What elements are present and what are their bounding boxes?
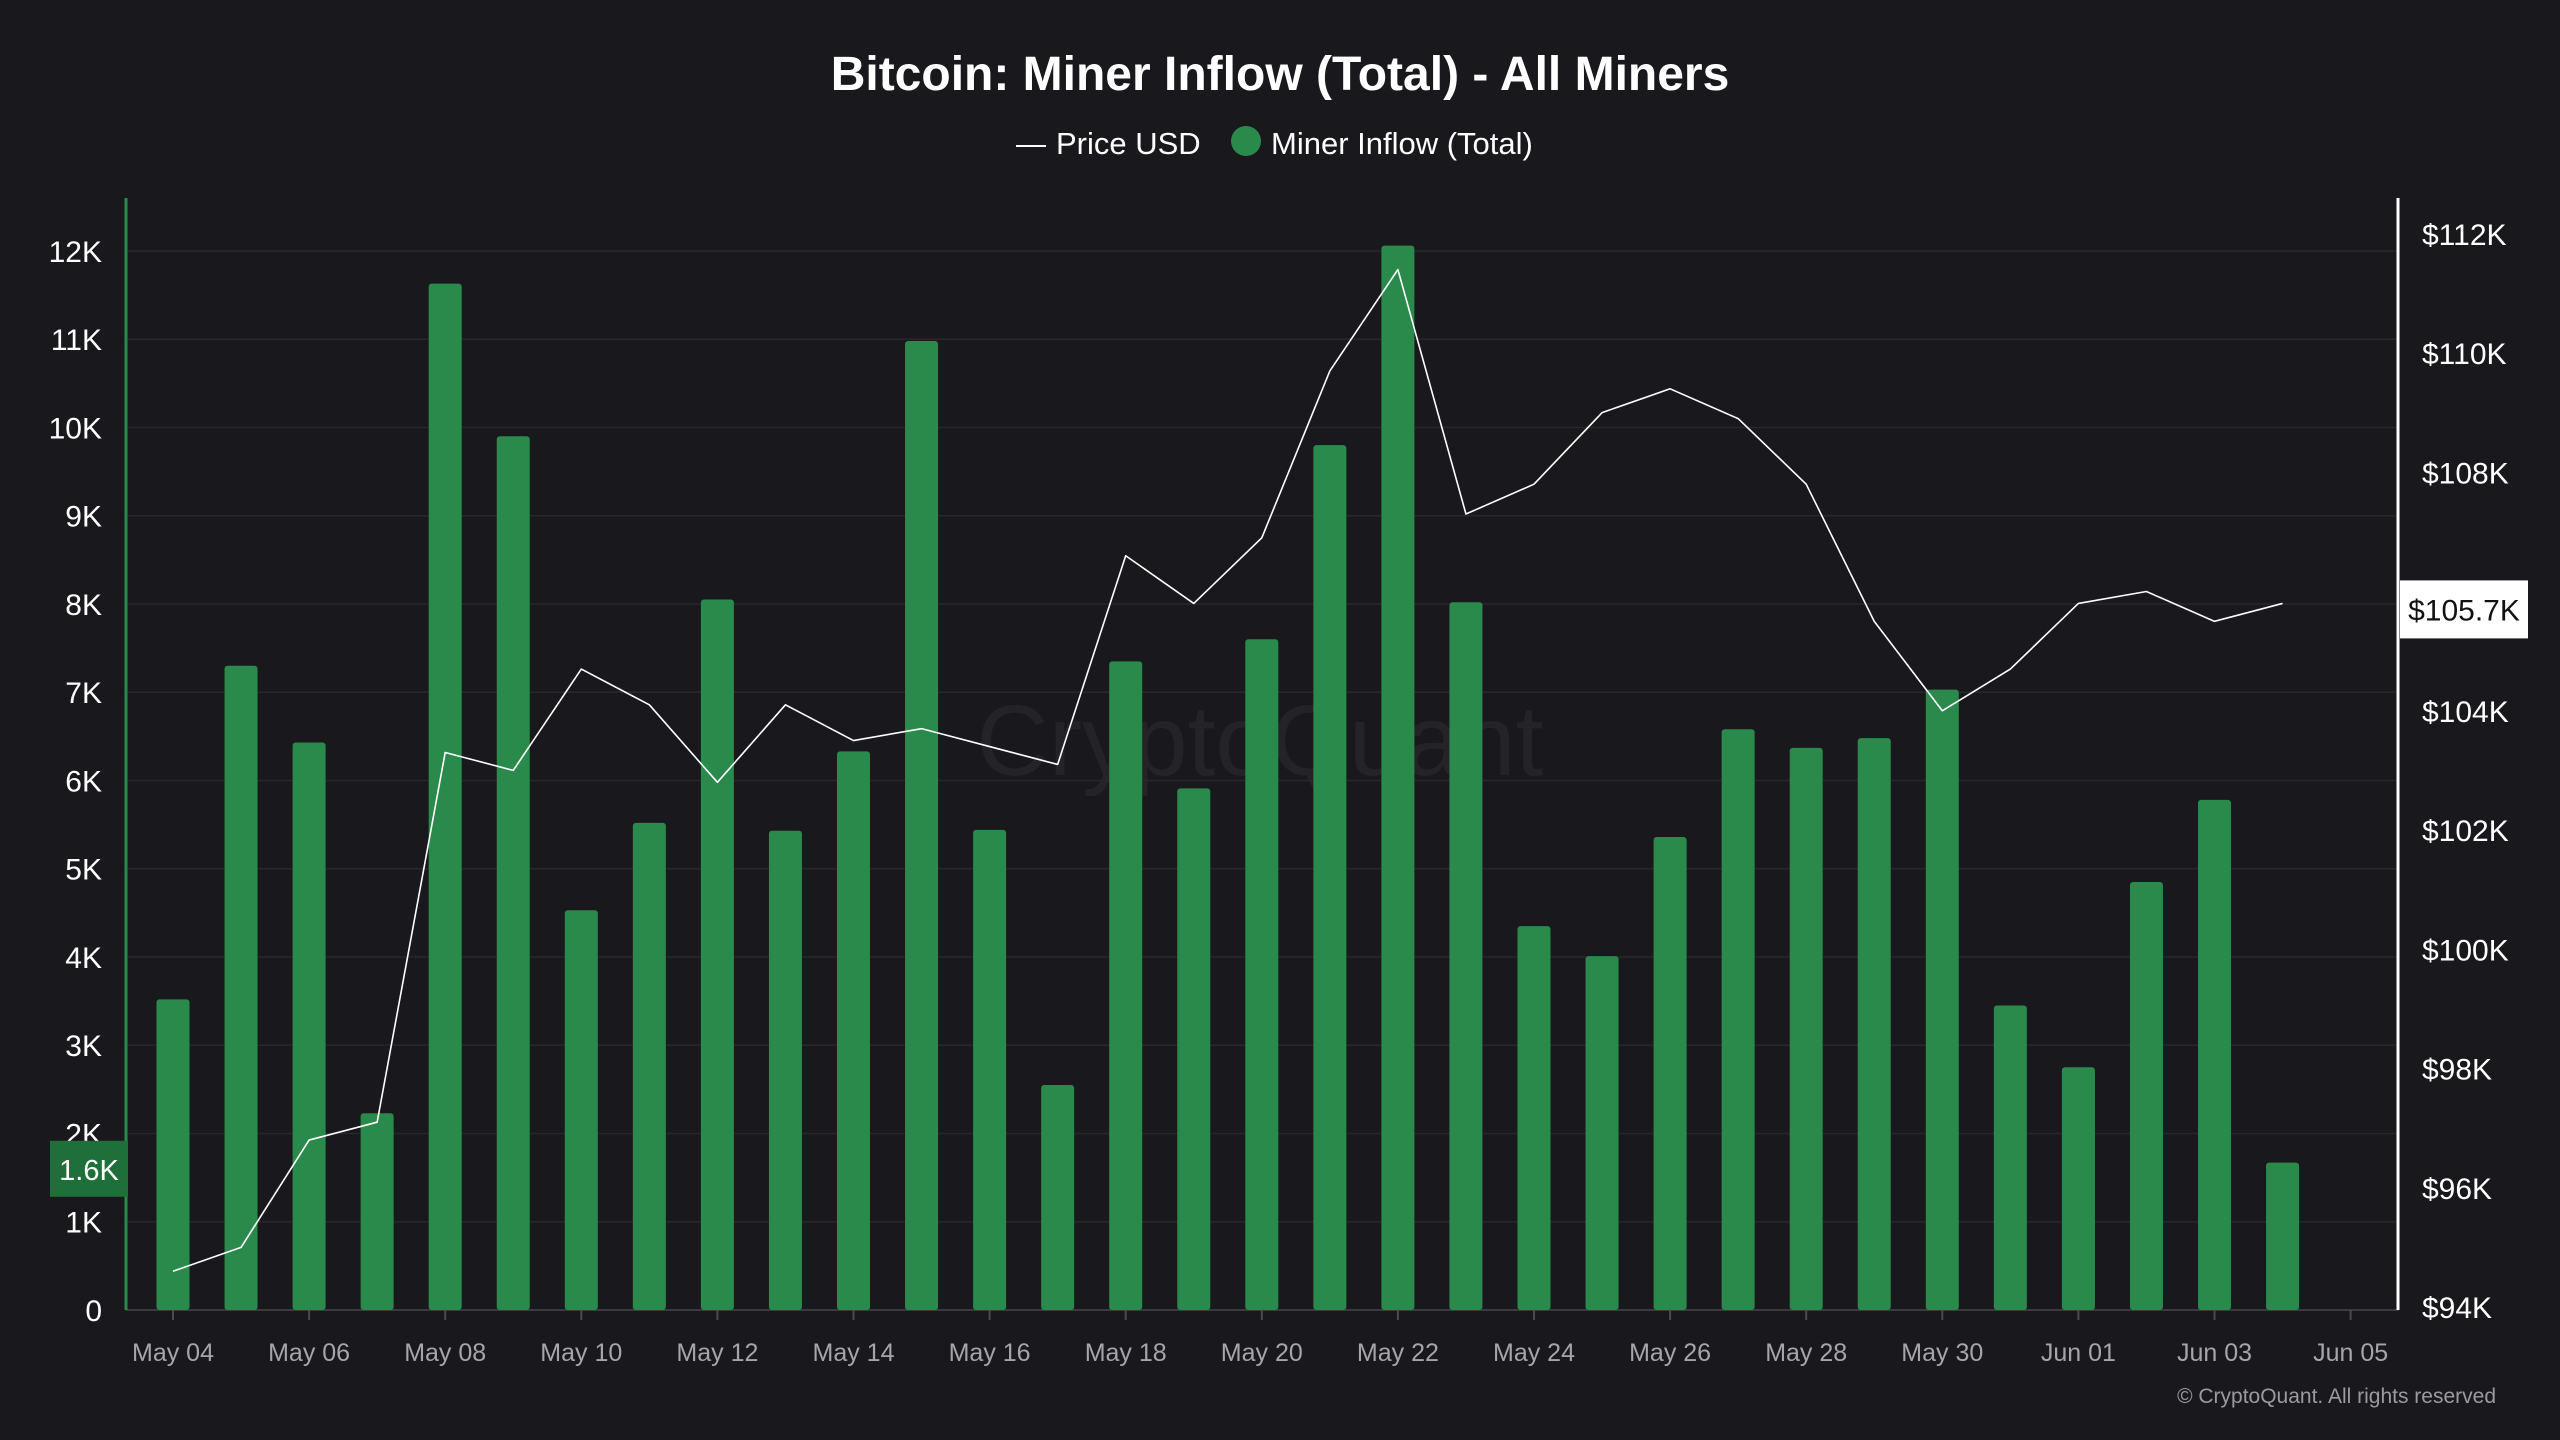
- price-line: [172, 268, 2283, 1272]
- left-current-value-badge: [50, 1140, 128, 1197]
- legend: Price USD Miner Inflow (Total): [1016, 126, 1533, 161]
- right-axis: $94K$96K$98K$100K$102K$104K$106K$108K$11…: [2396, 198, 2528, 1325]
- x-tick-label: Jun 01: [2041, 1339, 2116, 1367]
- price-line-layer: [172, 268, 2283, 1272]
- right-tick-label: $98K: [2422, 1054, 2492, 1087]
- inflow-bar: [1177, 788, 1211, 1310]
- left-tick-label: 3K: [65, 1030, 102, 1063]
- inflow-bar: [2198, 799, 2231, 1310]
- right-current-value-badge: [2400, 580, 2528, 639]
- inflow-bar: [632, 822, 666, 1310]
- right-tick-label: $102K: [2422, 815, 2509, 848]
- x-tick-label: May 30: [1901, 1339, 1983, 1367]
- inflow-bar: [1585, 956, 1619, 1310]
- inflow-bar: [1109, 661, 1143, 1310]
- chart-title: Bitcoin: Miner Inflow (Total) - All Mine…: [831, 48, 1730, 101]
- inflow-bar: [905, 340, 939, 1310]
- inflow-bar: [1313, 445, 1347, 1311]
- x-axis: May 04 May 06 May 08 May 10 May 12 May 14 May …: [132, 1310, 2388, 1367]
- left-tick-label: 1K: [65, 1207, 102, 1240]
- right-tick-label: $94K: [2422, 1292, 2492, 1325]
- right-tick-label: $104K: [2422, 696, 2509, 729]
- inflow-bar: [973, 829, 1007, 1310]
- right-tick-label: $100K: [2422, 934, 2509, 967]
- inflow-bar: [1449, 602, 1483, 1310]
- x-tick-label: May 20: [1221, 1339, 1303, 1367]
- x-tick-label: May 04: [132, 1339, 214, 1367]
- left-tick-label: 10K: [49, 412, 102, 445]
- legend-inflow-dot-swatch: [1231, 126, 1261, 156]
- inflow-bar: [224, 665, 258, 1310]
- inflow-bar: [1993, 1005, 2027, 1310]
- x-tick-label: Jun 05: [2313, 1339, 2388, 1367]
- inflow-bar: [156, 999, 190, 1310]
- inflow-bar: [2129, 881, 2163, 1310]
- left-tick-label: 12K: [49, 236, 102, 269]
- inflow-bar: [1653, 836, 1687, 1310]
- inflow-bar: [428, 283, 462, 1311]
- x-tick-label: May 26: [1629, 1339, 1711, 1367]
- left-current-value-label: 1.6K: [59, 1155, 119, 1187]
- x-tick-label: May 22: [1357, 1339, 1439, 1367]
- inflow-bar: [1041, 1084, 1075, 1310]
- x-tick-label: May 28: [1765, 1339, 1847, 1367]
- x-tick-label: May 14: [813, 1339, 895, 1367]
- inflow-bar: [1245, 639, 1279, 1310]
- legend-price-label[interactable]: Price USD: [1056, 126, 1201, 161]
- x-tick-label: May 18: [1085, 1339, 1167, 1367]
- inflow-bar: [2061, 1067, 2095, 1310]
- inflow-bar: [564, 910, 598, 1310]
- x-tick-label: May 08: [404, 1339, 486, 1367]
- legend-inflow-label[interactable]: Miner Inflow (Total): [1271, 126, 1533, 161]
- x-tick-label: May 10: [540, 1339, 622, 1367]
- inflow-bar: [1789, 747, 1823, 1310]
- inflow-bar: [837, 751, 870, 1310]
- left-tick-label: 11K: [51, 324, 102, 357]
- left-tick-label: 5K: [65, 854, 102, 887]
- inflow-bar: [292, 742, 326, 1310]
- x-tick-label: Jun 03: [2177, 1339, 2252, 1367]
- inflow-bar: [768, 830, 802, 1310]
- inflow-bar: [360, 1113, 394, 1310]
- left-tick-label: 6K: [65, 765, 102, 798]
- inflow-bar: [1721, 729, 1755, 1310]
- inflow-bar: [700, 599, 734, 1310]
- inflow-bar: [1857, 738, 1891, 1310]
- x-tick-label: May 16: [949, 1339, 1031, 1367]
- copyright: © CryptoQuant. All rights reserved: [2177, 1385, 2496, 1408]
- right-tick-label: $96K: [2422, 1173, 2492, 1206]
- left-tick-label: 8K: [65, 589, 102, 622]
- x-tick-label: May 12: [676, 1339, 758, 1367]
- inflow-bar: [1517, 926, 1551, 1310]
- right-tick-label: $110K: [2422, 338, 2507, 371]
- left-tick-label: 4K: [65, 942, 102, 975]
- bars: [156, 245, 2300, 1311]
- left-tick-label: 9K: [65, 501, 102, 534]
- x-tick-label: May 06: [268, 1339, 350, 1367]
- inflow-bar: [1381, 245, 1415, 1311]
- inflow-bar: [1925, 689, 1959, 1310]
- inflow-bar: [496, 436, 530, 1310]
- left-tick-label: 7K: [65, 677, 102, 710]
- left-tick-label: 0: [85, 1295, 102, 1328]
- x-tick-label: May 24: [1493, 1339, 1575, 1367]
- right-current-value-label: $105.7K: [2408, 594, 2520, 627]
- right-tick-label: $112K: [2422, 219, 2507, 252]
- right-tick-label: $108K: [2422, 457, 2509, 490]
- inflow-bar: [2266, 1162, 2300, 1310]
